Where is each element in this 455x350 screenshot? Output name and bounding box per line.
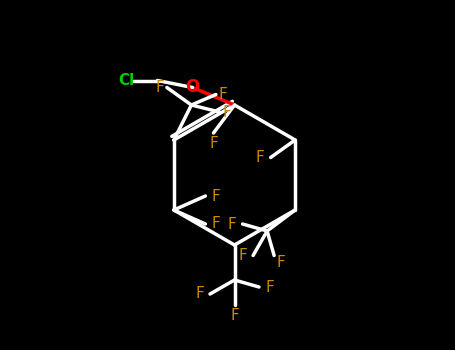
Text: F: F	[238, 248, 247, 263]
Text: F: F	[222, 105, 231, 119]
Text: F: F	[218, 87, 227, 102]
Text: F: F	[156, 80, 164, 95]
Text: F: F	[212, 189, 220, 203]
Text: F: F	[230, 308, 239, 322]
Text: F: F	[265, 280, 274, 294]
Text: F: F	[212, 217, 220, 231]
Text: F: F	[256, 150, 264, 165]
Text: F: F	[195, 287, 204, 301]
Text: F: F	[277, 255, 285, 270]
Text: F: F	[228, 217, 237, 231]
Text: F: F	[209, 136, 218, 151]
Text: O: O	[185, 78, 200, 97]
Text: Cl: Cl	[118, 73, 134, 88]
